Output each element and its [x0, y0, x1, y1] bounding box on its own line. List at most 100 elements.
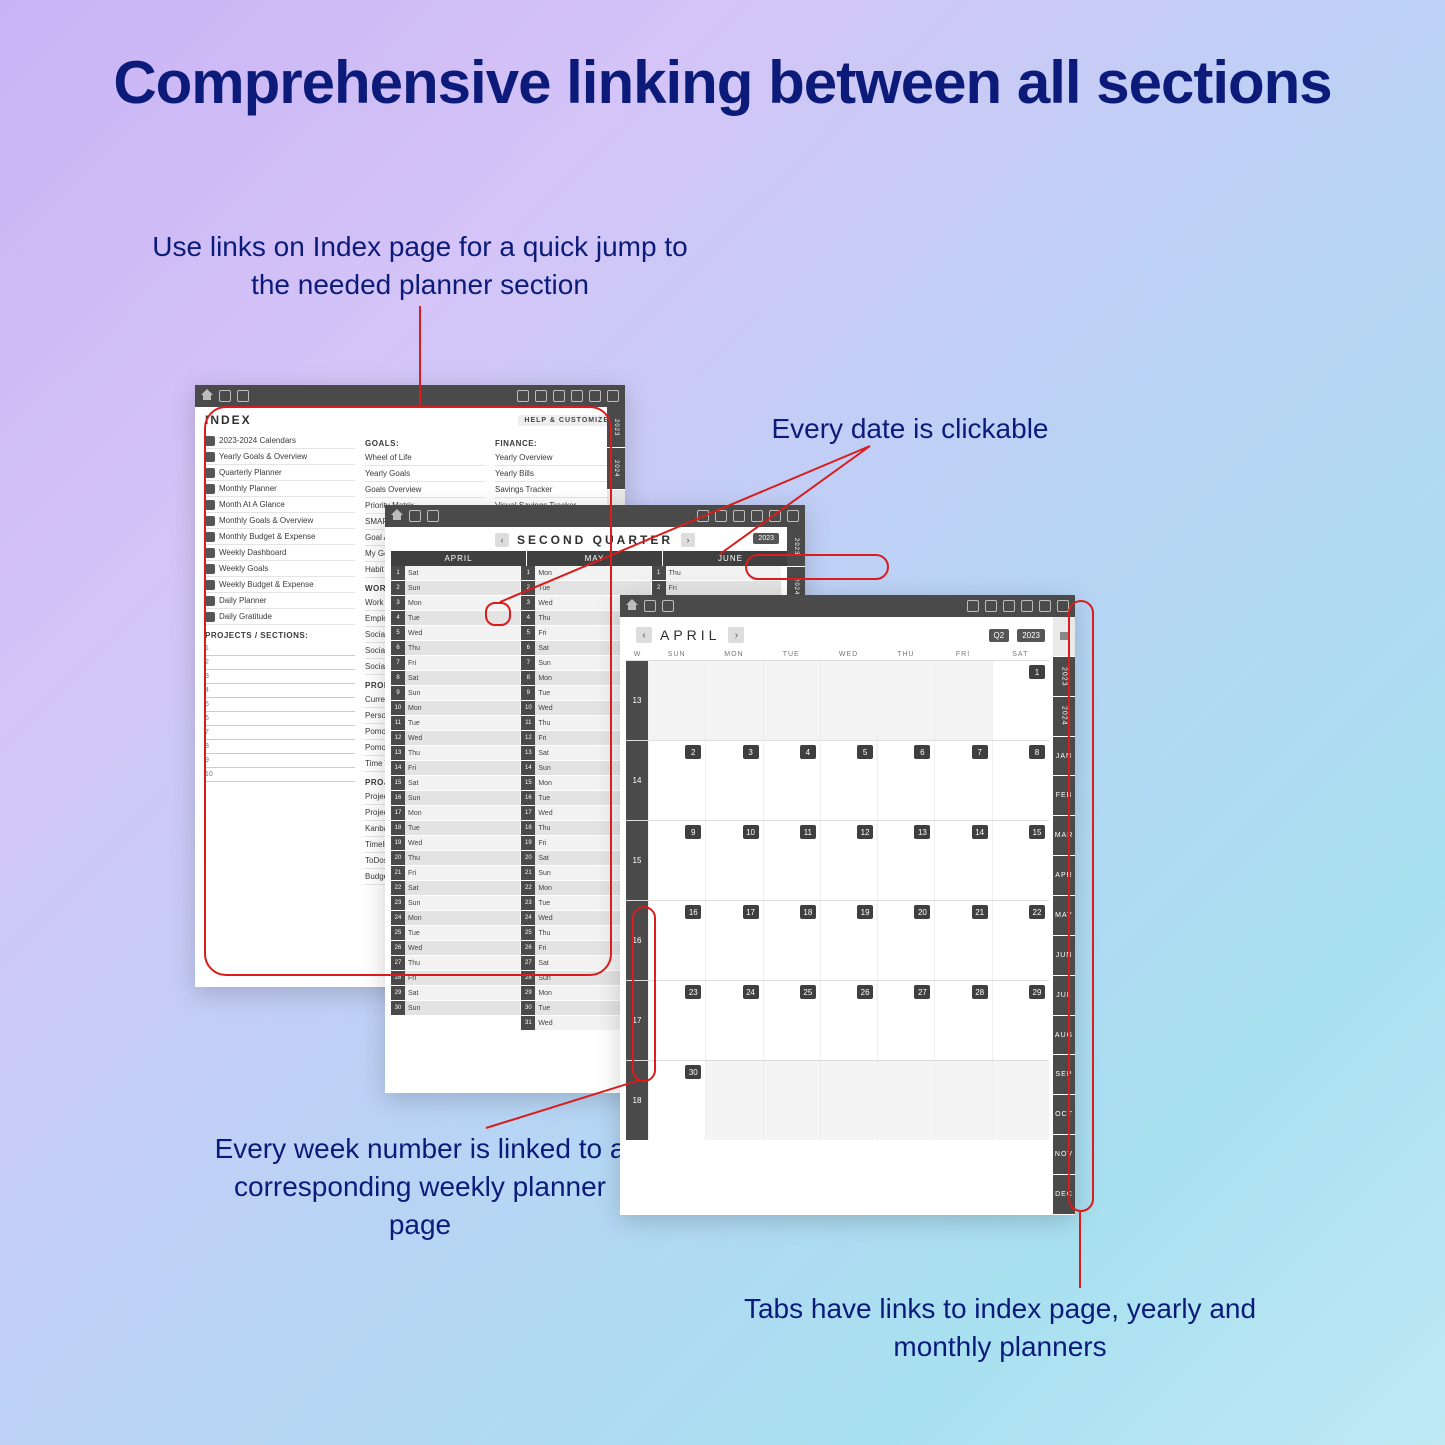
quarter-day-row[interactable]: 27Thu — [391, 956, 520, 971]
quarter-day-row[interactable]: 28Fri — [391, 971, 520, 986]
project-slot[interactable]: 6 — [205, 712, 355, 726]
side-tab[interactable]: 2023 — [1053, 657, 1075, 696]
calendar-cell[interactable]: 20 — [877, 901, 934, 980]
project-slot[interactable]: 10 — [205, 768, 355, 782]
calendar-cell[interactable]: 4 — [763, 741, 820, 820]
toolbar-icon[interactable] — [607, 390, 619, 402]
quarter-day-row[interactable]: 1Thu — [652, 566, 781, 581]
toolbar-icon[interactable] — [715, 510, 727, 522]
quarter-year-tag[interactable]: 2023 — [753, 533, 779, 544]
toolbar-icon[interactable] — [517, 390, 529, 402]
calendar-cell[interactable]: 14 — [934, 821, 991, 900]
toolbar-icon[interactable] — [535, 390, 547, 402]
year-tag[interactable]: 2023 — [1017, 629, 1045, 642]
quarter-day-row[interactable]: 7Fri — [391, 656, 520, 671]
side-tab[interactable]: 2024 — [1053, 697, 1075, 736]
calendar-cell[interactable] — [992, 1061, 1049, 1140]
side-tab[interactable]: SEP — [1053, 1055, 1075, 1094]
index-link[interactable]: Monthly Budget & Expense — [205, 529, 355, 545]
quarter-day-row[interactable]: 2Fri — [652, 581, 781, 596]
quarter-day-row[interactable]: 10Mon — [391, 701, 520, 716]
toolbar-icon[interactable] — [644, 600, 656, 612]
calendar-cell[interactable] — [877, 661, 934, 740]
calendar-cell[interactable]: 15 — [992, 821, 1049, 900]
toolbar-icon[interactable] — [1057, 600, 1069, 612]
quarter-day-row[interactable]: 3Mon — [391, 596, 520, 611]
calendar-cell[interactable]: 24 — [705, 981, 762, 1060]
quarter-day-row[interactable]: 24Mon — [391, 911, 520, 926]
toolbar-icon[interactable] — [1021, 600, 1033, 612]
calendar-cell[interactable]: 10 — [705, 821, 762, 900]
calendar-cell[interactable]: 23 — [648, 981, 705, 1060]
week-number[interactable]: 15 — [626, 821, 648, 900]
side-tab[interactable]: JUN — [1053, 936, 1075, 975]
toolbar-icon[interactable] — [237, 390, 249, 402]
calendar-cell[interactable]: 21 — [934, 901, 991, 980]
calendar-cell[interactable] — [820, 1061, 877, 1140]
quarter-day-row[interactable]: 9Sun — [391, 686, 520, 701]
calendar-cell[interactable]: 17 — [705, 901, 762, 980]
toolbar-icon[interactable] — [733, 510, 745, 522]
quarter-day-row[interactable]: 29Sat — [391, 986, 520, 1001]
toolbar-icon[interactable] — [662, 600, 674, 612]
calendar-cell[interactable]: 18 — [763, 901, 820, 980]
quarter-day-row[interactable]: 8Sat — [391, 671, 520, 686]
side-tab[interactable]: FEB — [1053, 776, 1075, 815]
project-slot[interactable]: 2 — [205, 656, 355, 670]
index-link[interactable]: Weekly Budget & Expense — [205, 577, 355, 593]
quarter-day-row[interactable]: 20Thu — [391, 851, 520, 866]
calendar-cell[interactable]: 16 — [648, 901, 705, 980]
calendar-cell[interactable]: 6 — [877, 741, 934, 820]
index-link[interactable]: Quarterly Planner — [205, 465, 355, 481]
toolbar-icon[interactable] — [769, 510, 781, 522]
index-link[interactable]: Weekly Dashboard — [205, 545, 355, 561]
calendar-cell[interactable] — [763, 661, 820, 740]
toolbar-icon[interactable] — [697, 510, 709, 522]
index-link[interactable]: Goals Overview — [365, 482, 485, 498]
calendar-cell[interactable]: 22 — [992, 901, 1049, 980]
quarter-day-row[interactable]: 17Mon — [391, 806, 520, 821]
toolbar-icon[interactable] — [985, 600, 997, 612]
calendar-cell[interactable] — [763, 1061, 820, 1140]
help-customize-button[interactable]: HELP & CUSTOMIZE — [518, 415, 615, 426]
side-tab[interactable]: APR — [1053, 856, 1075, 895]
toolbar-icon[interactable] — [787, 510, 799, 522]
side-tab[interactable]: 2024 — [607, 448, 625, 488]
quarter-day-row[interactable]: 22Sat — [391, 881, 520, 896]
quarter-day-row[interactable]: 21Fri — [391, 866, 520, 881]
side-tab[interactable]: 2023 — [607, 407, 625, 447]
calendar-cell[interactable] — [705, 661, 762, 740]
project-slot[interactable]: 5 — [205, 698, 355, 712]
calendar-cell[interactable]: 9 — [648, 821, 705, 900]
quarter-day-row[interactable]: 15Sat — [391, 776, 520, 791]
quarter-day-row[interactable]: 30Sun — [391, 1001, 520, 1016]
project-slot[interactable]: 8 — [205, 740, 355, 754]
side-tab[interactable]: JUL — [1053, 976, 1075, 1015]
calendar-cell[interactable]: 5 — [820, 741, 877, 820]
quarter-month-header[interactable]: APRIL — [391, 551, 526, 566]
calendar-cell[interactable] — [820, 661, 877, 740]
calendar-cell[interactable]: 19 — [820, 901, 877, 980]
toolbar-icon[interactable] — [409, 510, 421, 522]
week-number[interactable]: 16 — [626, 901, 648, 980]
index-link[interactable]: Wheel of Life — [365, 450, 485, 466]
calendar-cell[interactable] — [934, 1061, 991, 1140]
quarter-day-row[interactable]: 16Sun — [391, 791, 520, 806]
toolbar-icon[interactable] — [219, 390, 231, 402]
calendar-cell[interactable]: 30 — [648, 1061, 705, 1140]
quarter-day-row[interactable]: 25Tue — [391, 926, 520, 941]
toolbar-icon[interactable] — [571, 390, 583, 402]
side-tab[interactable]: AUG — [1053, 1016, 1075, 1055]
quarter-day-row[interactable]: 18Tue — [391, 821, 520, 836]
project-slot[interactable]: 1 — [205, 642, 355, 656]
index-link[interactable]: Month At A Glance — [205, 497, 355, 513]
calendar-cell[interactable]: 29 — [992, 981, 1049, 1060]
quarter-month-header[interactable]: JUNE — [663, 551, 798, 566]
project-slot[interactable]: 4 — [205, 684, 355, 698]
calendar-cell[interactable]: 13 — [877, 821, 934, 900]
quarter-day-row[interactable]: 4Tue — [391, 611, 520, 626]
index-link[interactable]: Yearly Goals — [365, 466, 485, 482]
calendar-cell[interactable] — [934, 661, 991, 740]
index-link[interactable]: 2023-2024 Calendars — [205, 433, 355, 449]
side-tab[interactable] — [1053, 617, 1075, 656]
